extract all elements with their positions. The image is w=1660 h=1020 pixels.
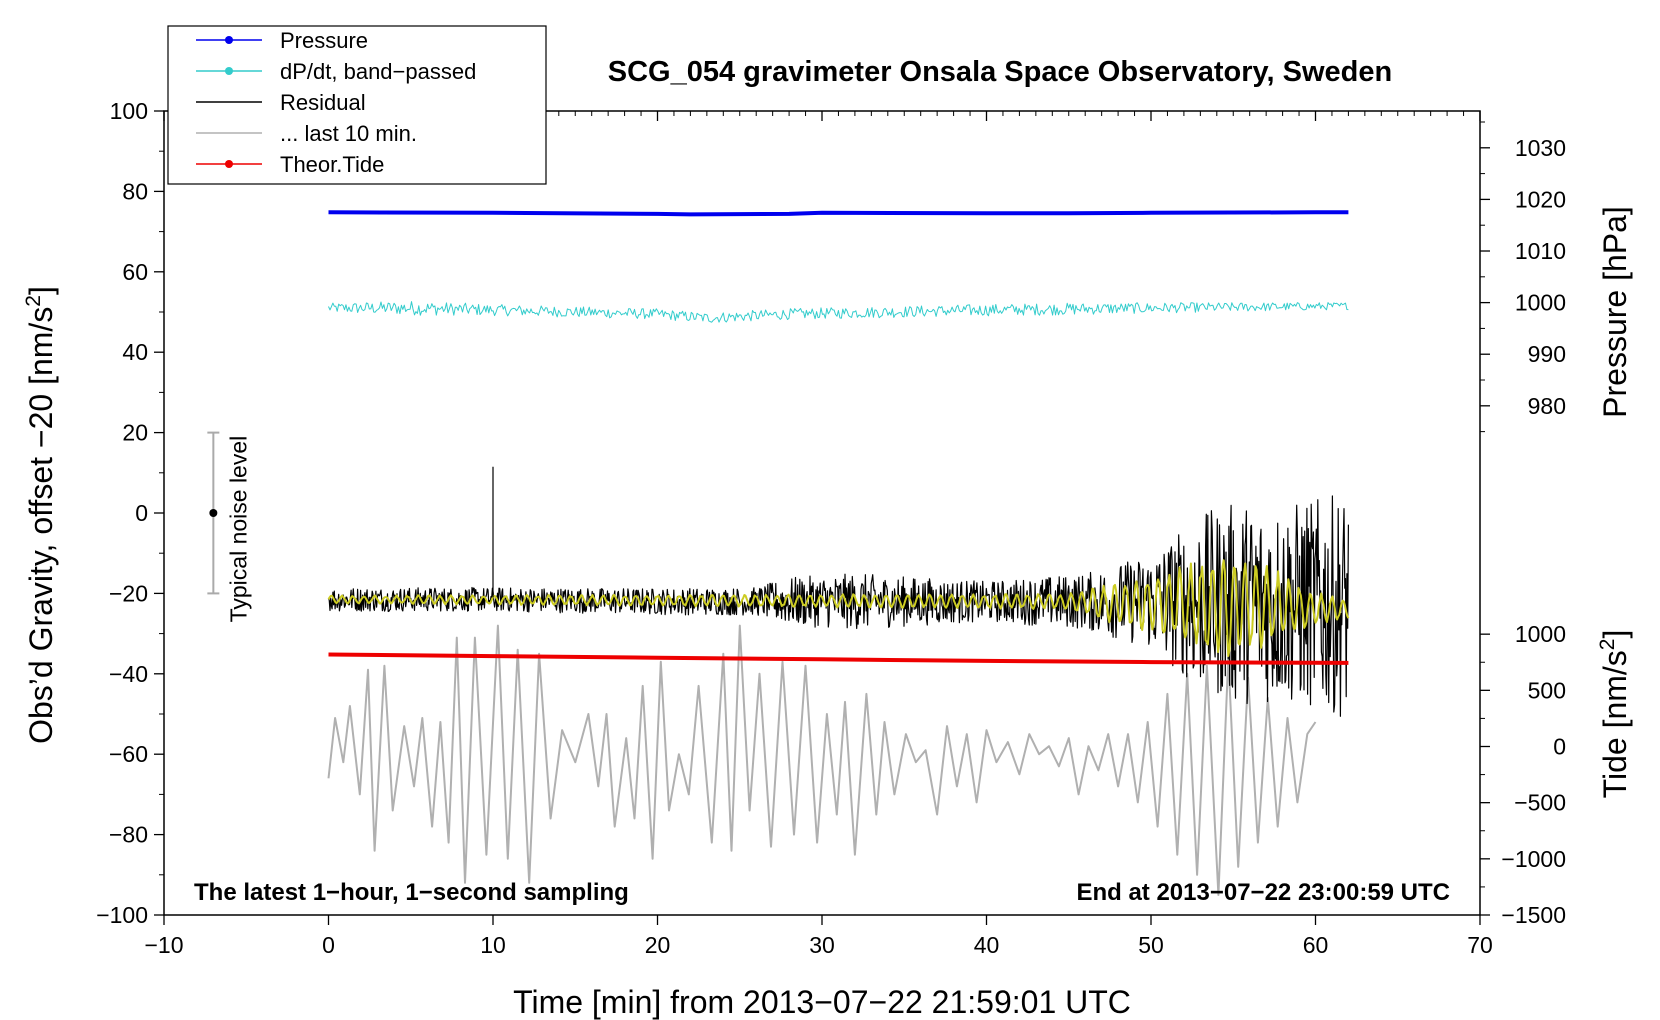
legend-marker: [225, 67, 233, 75]
annotation-end-time: End at 2013−07−22 23:00:59 UTC: [1076, 879, 1450, 906]
series-line-theor-tide: [328, 652, 1349, 665]
x-tick-label: 40: [974, 932, 1000, 958]
tide-tick-label: 0: [1553, 734, 1566, 760]
y-tick-label: 20: [122, 420, 148, 446]
legend-marker: [225, 160, 233, 168]
tide-tick-label: 1000: [1515, 621, 1566, 647]
series-line-pressure: [328, 210, 1349, 217]
y-tick-label: 40: [122, 339, 148, 365]
y-axis-title-tide: Tide [nm/s2]: [1596, 630, 1633, 799]
pressure-tick-label: 1010: [1515, 238, 1566, 264]
noise-bar-label: Typical noise level: [225, 436, 251, 623]
x-tick-label: 30: [809, 932, 835, 958]
y-axis-title-left: Obs’d Gravity, offset −20 [nm/s2]: [22, 286, 59, 744]
x-tick-label: −10: [144, 932, 183, 958]
pressure-tick-label: 990: [1528, 341, 1566, 367]
series-line-dp-dt-band-passed: [328, 301, 1349, 323]
pressure-tick-label: 1030: [1515, 135, 1566, 161]
legend-label: Residual: [280, 90, 366, 115]
legend-marker: [225, 36, 233, 44]
series-line-residual-smoothed: [327, 559, 1350, 657]
y-tick-label: −100: [96, 902, 148, 928]
y-axis-ticks: 100 80 60 40 20 0 −20 −40 −60 −80 −100: [96, 98, 164, 928]
y-tick-label: −60: [109, 741, 148, 767]
legend-label: Pressure: [280, 28, 368, 53]
x-tick-label: 10: [480, 932, 506, 958]
y-tick-label: 60: [122, 259, 148, 285]
x-axis-title: Time [min] from 2013−07−22 21:59:01 UTC: [513, 984, 1131, 1020]
tide-tick-label: −1000: [1501, 846, 1566, 872]
legend-label: dP/dt, band−passed: [280, 59, 476, 84]
tide-tick-label: −500: [1514, 790, 1566, 816]
y-tick-label: 0: [135, 500, 148, 526]
x-tick-label: 20: [645, 932, 671, 958]
plot-frame: [163, 110, 1481, 916]
annotation-sampling: The latest 1−hour, 1−second sampling: [194, 879, 629, 906]
legend-box: [167, 25, 547, 185]
legend: Pressure dP/dt, band−passed Residual ... la…: [167, 25, 547, 185]
noise-bar-center-dot: [209, 509, 218, 517]
pressure-tick-label: 1000: [1515, 290, 1566, 316]
y-tick-label: −80: [109, 822, 148, 848]
tide-axis-ticks: 1000 500 0 −500 −1000 −1500: [1480, 621, 1566, 928]
x-tick-label: 60: [1303, 932, 1329, 958]
pressure-tick-label: 1020: [1515, 186, 1566, 212]
x-tick-label: 70: [1467, 932, 1493, 958]
pressure-tick-label: 980: [1528, 393, 1566, 419]
x-tick-label: 0: [322, 932, 335, 958]
pressure-axis-ticks: 1030 1020 1010 1000 990 980: [1480, 121, 1566, 433]
y-tick-label: 100: [110, 98, 148, 124]
legend-label: ... last 10 min.: [280, 121, 417, 146]
y-tick-label: −40: [109, 661, 148, 687]
noise-level-indicator: Typical noise level: [207, 431, 251, 623]
y-tick-label: 80: [122, 178, 148, 204]
x-tick-label: 50: [1138, 932, 1164, 958]
tide-tick-label: −1500: [1501, 902, 1566, 928]
y-tick-label: −20: [109, 580, 148, 606]
y-axis-title-pressure: Pressure [hPa]: [1597, 206, 1633, 418]
tide-tick-label: 500: [1528, 677, 1566, 703]
legend-label: Theor.Tide: [280, 152, 384, 177]
series-line-last-10-min: [327, 624, 1317, 896]
chart-title: SCG_054 gravimeter Onsala Space Observat…: [608, 56, 1392, 88]
series-layer: [327, 210, 1350, 896]
